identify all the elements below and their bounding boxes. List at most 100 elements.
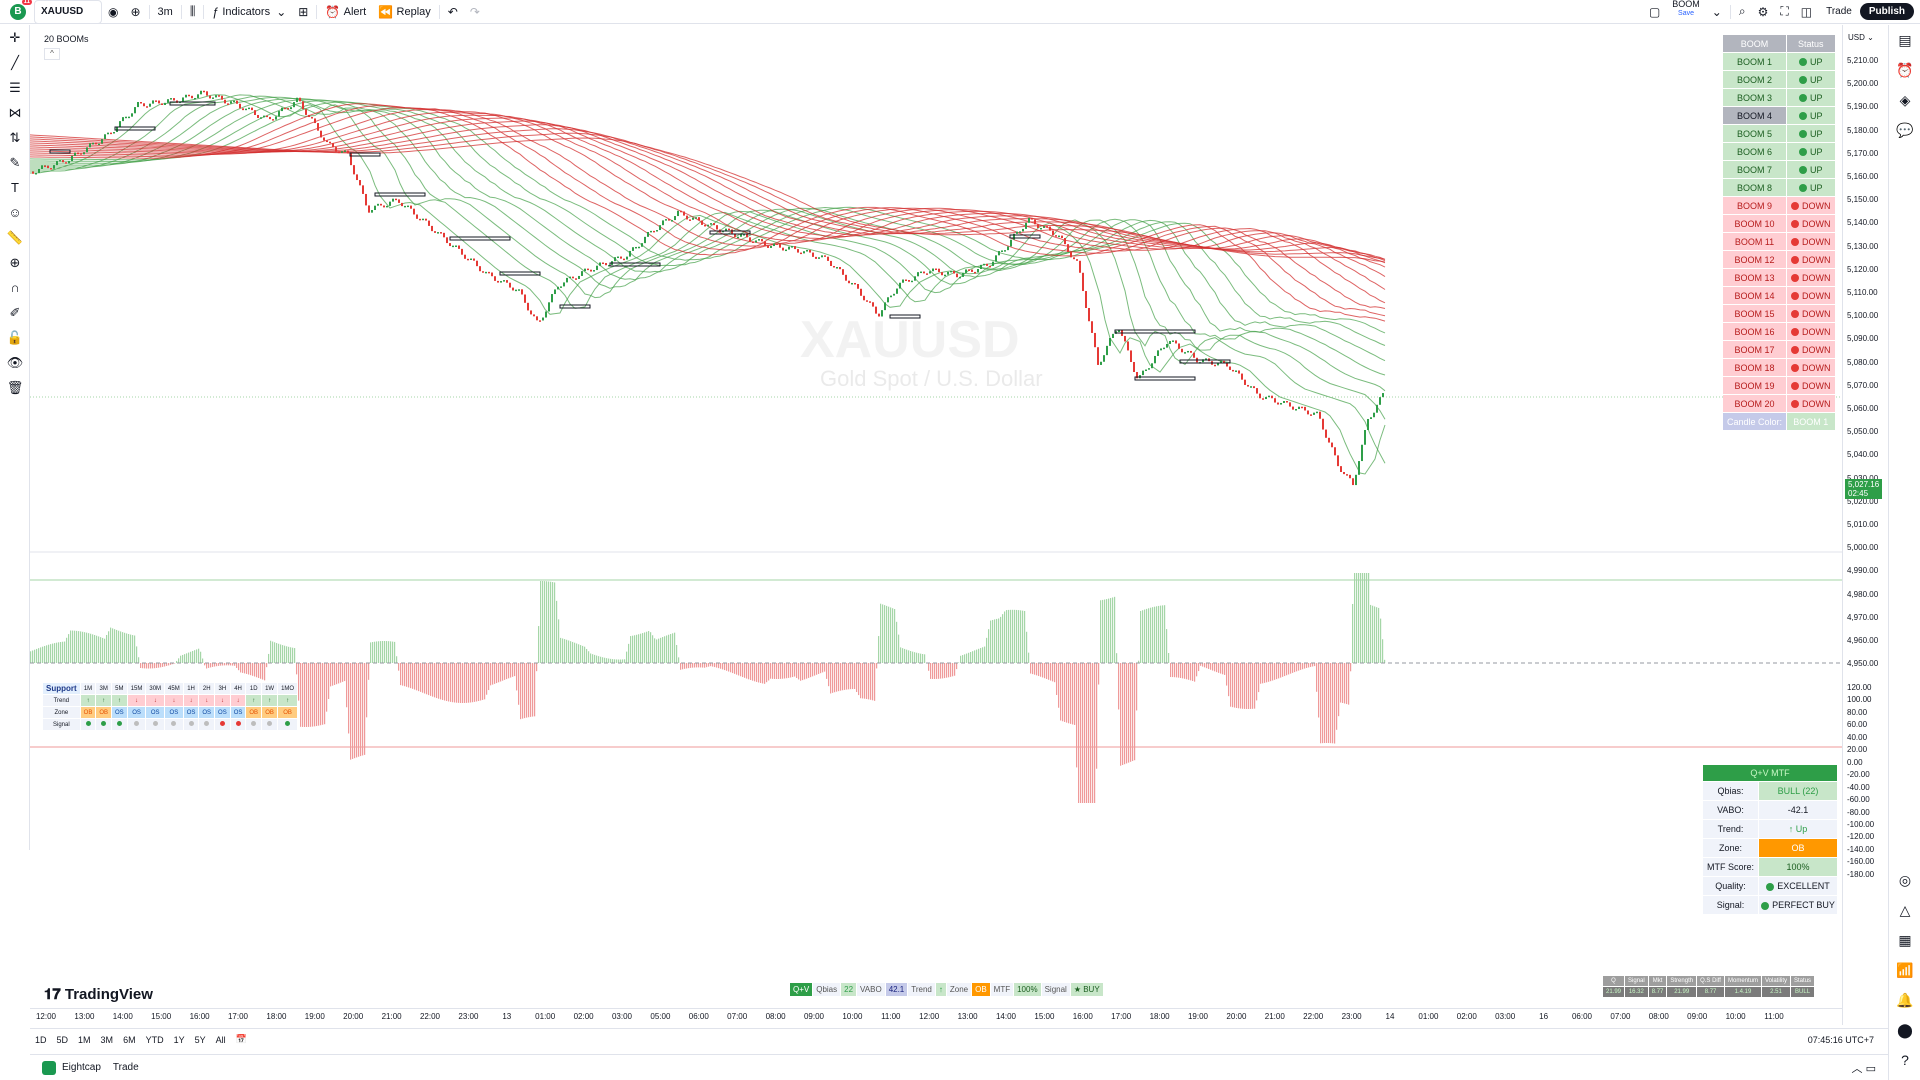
- tradingview-logo[interactable]: 𝟏𝟕 TradingView: [44, 986, 153, 1003]
- candle: [1250, 386, 1252, 388]
- indicators-button[interactable]: ƒ Indicators ⌄: [206, 0, 292, 24]
- alert-button[interactable]: ⏰ Alert: [319, 0, 372, 24]
- oscillator-bar: [1218, 663, 1220, 673]
- magnet-icon[interactable]: ∩: [10, 280, 20, 295]
- candle: [1289, 402, 1291, 407]
- replay-button[interactable]: ⏪ Replay: [372, 0, 437, 24]
- candle: [659, 225, 661, 231]
- alerts-clock-icon[interactable]: ⏰: [1896, 61, 1914, 78]
- indicator-legend[interactable]: 20 BOOMs: [44, 34, 89, 44]
- candle: [200, 90, 202, 95]
- layout-name-button[interactable]: BOOM Save: [1666, 0, 1706, 24]
- broker-name[interactable]: Eightcap: [62, 1062, 101, 1073]
- pattern-icon[interactable]: ⋈: [8, 104, 22, 120]
- boom-ma-line: [30, 111, 1386, 290]
- candle: [293, 102, 295, 108]
- currency-select[interactable]: USD ⌄: [1848, 33, 1874, 42]
- publish-button[interactable]: Publish: [1859, 3, 1914, 20]
- fib-icon[interactable]: ☰: [9, 79, 21, 95]
- range-5y[interactable]: 5Y: [194, 1034, 206, 1045]
- brush-icon[interactable]: ✎: [9, 154, 21, 170]
- candle: [68, 161, 70, 164]
- order-block: [609, 262, 661, 267]
- trendline-icon[interactable]: ╱: [11, 54, 19, 70]
- range-6m[interactable]: 6M: [123, 1034, 136, 1045]
- stay-drawing-icon[interactable]: ✐: [9, 304, 21, 320]
- oscillator-bar: [428, 663, 430, 696]
- oscillator-bar: [1286, 663, 1288, 676]
- oscillator-bar: [966, 653, 968, 663]
- bell-icon[interactable]: 🔔: [1896, 991, 1914, 1008]
- apps-icon[interactable]: ⬤: [1897, 1021, 1913, 1038]
- chart-pane[interactable]: [30, 25, 1858, 1025]
- quick-search-icon[interactable]: ⌕: [1738, 4, 1746, 18]
- chat-icon[interactable]: 💬: [1896, 121, 1914, 138]
- add-symbol-icon[interactable]: ⊕: [130, 4, 141, 19]
- time-axis[interactable]: 12:00 13:00 14:00 15:00 16:00 17:00 18:00 19:00…: [30, 1008, 1842, 1026]
- candle: [587, 268, 589, 271]
- trash-icon[interactable]: 🗑: [6, 379, 24, 395]
- ruler-icon[interactable]: 📏: [6, 229, 24, 245]
- range-1d[interactable]: 1D: [35, 1034, 47, 1045]
- lock-icon[interactable]: 🔓: [6, 329, 24, 345]
- candle: [629, 250, 631, 257]
- symbol-search[interactable]: XAUUSD: [34, 0, 102, 24]
- layout-select-icon[interactable]: ▢: [1648, 4, 1661, 19]
- candle: [917, 272, 919, 277]
- compare-icon[interactable]: ◉: [108, 4, 119, 19]
- zoom-icon[interactable]: ⊕: [9, 254, 21, 270]
- boom-name: BOOM 14: [1723, 287, 1787, 304]
- settings-gear-icon[interactable]: ⚙: [1757, 4, 1769, 19]
- range-ytd[interactable]: YTD: [145, 1034, 164, 1045]
- range-3m[interactable]: 3M: [100, 1034, 114, 1045]
- target-icon[interactable]: ◎: [1898, 871, 1912, 888]
- emoji-icon[interactable]: ☺: [8, 205, 22, 220]
- help-icon[interactable]: ?: [1901, 1052, 1909, 1068]
- range-5d[interactable]: 5D: [56, 1034, 69, 1045]
- trade-button[interactable]: Trade: [1826, 6, 1852, 17]
- ideas-icon[interactable]: △: [1899, 901, 1911, 918]
- redo-icon[interactable]: ↷: [469, 4, 480, 19]
- chart-canvas[interactable]: [30, 25, 1842, 1025]
- price-scale[interactable]: 5,210.00 5,200.00 5,190.00 5,180.00 5,170.00…: [1842, 25, 1888, 1025]
- candle: [872, 302, 874, 307]
- calendar-icon[interactable]: ▦: [1898, 931, 1912, 948]
- candle: [743, 234, 745, 236]
- oscillator-bar: [556, 600, 558, 663]
- templates-icon[interactable]: ⊞: [298, 4, 309, 19]
- fullscreen-icon[interactable]: ⛶: [1780, 4, 1789, 18]
- chart-type-icon[interactable]: ⫼: [189, 4, 196, 18]
- undo-icon[interactable]: ↶: [447, 4, 458, 19]
- goto-date-icon[interactable]: 📅: [235, 1034, 247, 1044]
- collapse-legend-button[interactable]: ^: [44, 48, 60, 60]
- range-all[interactable]: All: [215, 1034, 226, 1045]
- oscillator-bar: [482, 663, 484, 700]
- oscillator-bar: [224, 663, 226, 666]
- eye-icon[interactable]: 👁: [6, 354, 24, 370]
- panel-controls-icon[interactable]: ︿ ▭: [1851, 1062, 1876, 1075]
- support-cell: ↑: [80, 695, 96, 706]
- crosshair-icon[interactable]: ✛: [9, 29, 21, 45]
- interval-button[interactable]: 3m: [152, 0, 179, 24]
- candle: [464, 254, 466, 259]
- clock[interactable]: 07:45:16 UTC+7: [1807, 1034, 1874, 1045]
- oscillator-bar: [1336, 663, 1338, 730]
- broker-trade-tab[interactable]: Trade: [112, 1062, 139, 1073]
- layout-chevron-icon[interactable]: ⌄: [1711, 4, 1722, 19]
- user-avatar[interactable]: B 11: [10, 0, 32, 20]
- camera-icon[interactable]: ◫: [1800, 4, 1813, 19]
- object-tree-icon[interactable]: ◈: [1899, 91, 1911, 108]
- down-dot-icon: [1791, 400, 1800, 409]
- support-mtf-table: Support 1M 3M 5M 15M 30M 45M 1H 2H 3H 4H 1D 1W 1MO Tre…: [42, 682, 298, 731]
- range-1y[interactable]: 1Y: [173, 1034, 185, 1045]
- text-icon[interactable]: T: [11, 180, 19, 195]
- projection-icon[interactable]: ⇅: [9, 129, 21, 145]
- candle: [1157, 350, 1159, 356]
- watchlist-icon[interactable]: ▤: [1898, 31, 1912, 48]
- range-1m[interactable]: 1M: [78, 1034, 91, 1045]
- signal-icon[interactable]: 📶: [1896, 961, 1914, 978]
- oscillator-bar: [744, 663, 746, 678]
- oscillator-bar: [1238, 663, 1240, 709]
- oscillator-bar: [480, 663, 482, 701]
- timeframe-header: 5M: [112, 683, 127, 694]
